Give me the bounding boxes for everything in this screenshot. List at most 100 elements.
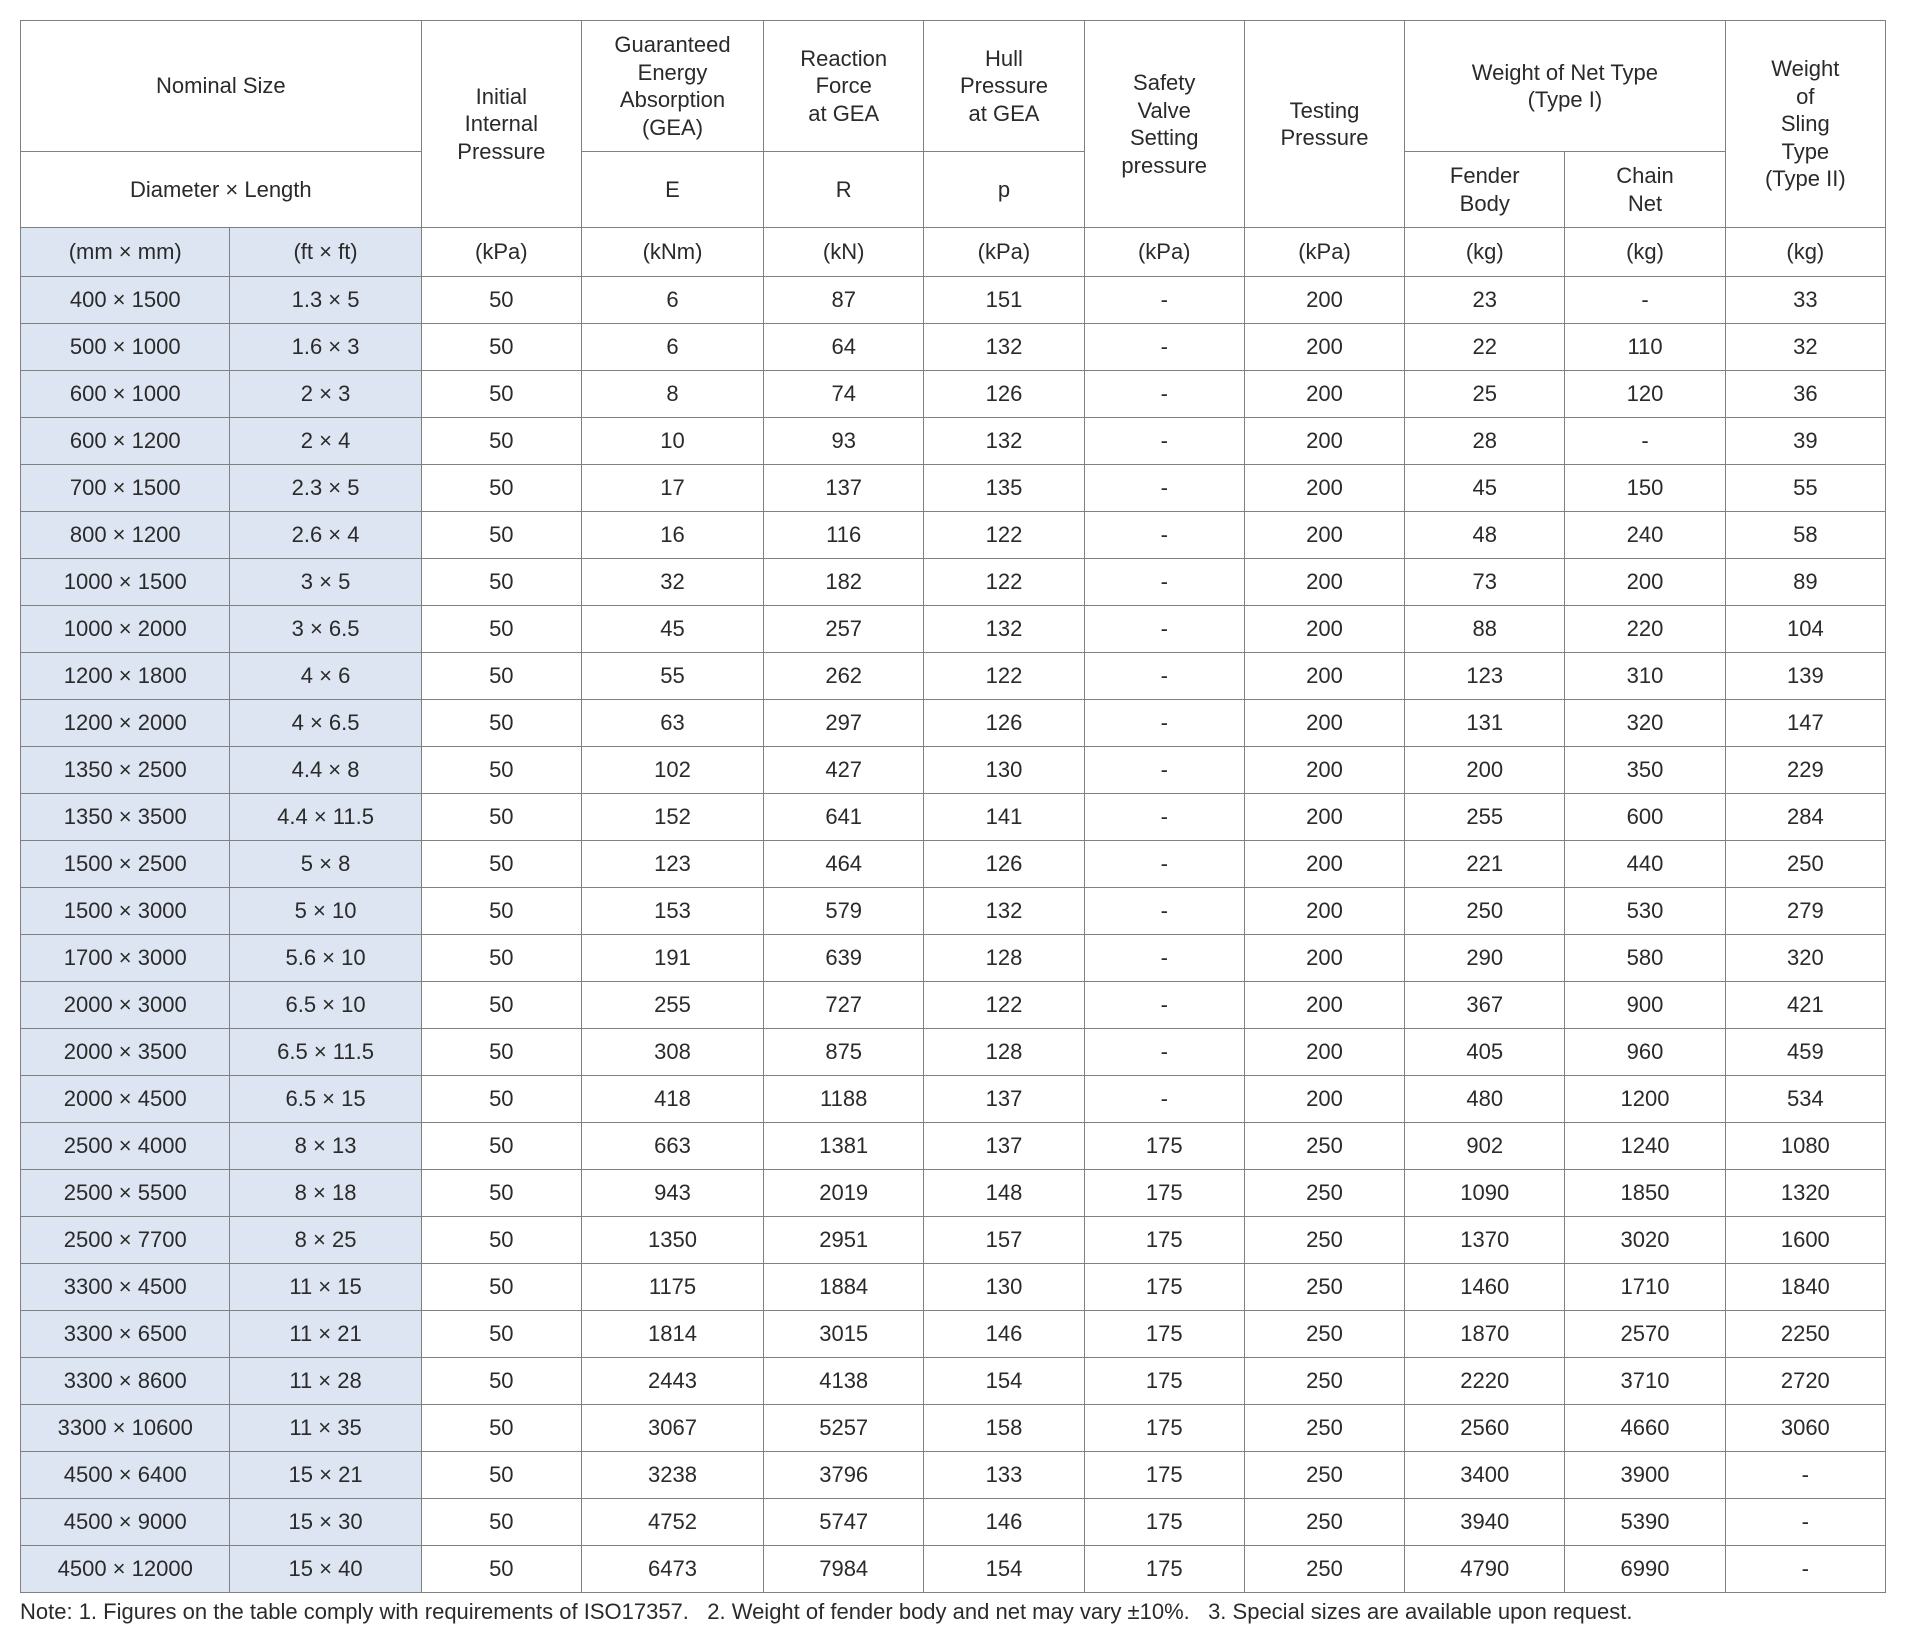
cell-iip: 50	[421, 370, 581, 417]
h-iip: InitialInternalPressure	[421, 21, 581, 228]
header-row-2: Diameter × Length E R p FenderBody Chain…	[21, 152, 1886, 228]
cell-tp: 200	[1244, 1028, 1404, 1075]
cell-tp: 200	[1244, 793, 1404, 840]
cell-sl: 2720	[1725, 1357, 1885, 1404]
table-row: 2000 × 45006.5 × 15504181188137-20048012…	[21, 1075, 1886, 1122]
cell-r: 875	[764, 1028, 924, 1075]
cell-fb: 22	[1405, 323, 1565, 370]
cell-sv: -	[1084, 699, 1244, 746]
cell-r: 2019	[764, 1169, 924, 1216]
table-row: 3300 × 1060011 × 35503067525715817525025…	[21, 1404, 1886, 1451]
cell-sv: -	[1084, 511, 1244, 558]
cell-p: 130	[924, 746, 1084, 793]
cell-ft: 2 × 3	[230, 370, 421, 417]
cell-e: 1814	[581, 1310, 763, 1357]
cell-r: 116	[764, 511, 924, 558]
table-row: 1350 × 25004.4 × 850102427130-2002003502…	[21, 746, 1886, 793]
cell-p: 122	[924, 511, 1084, 558]
u-p: (kPa)	[924, 228, 1084, 277]
cell-mm: 2500 × 5500	[21, 1169, 230, 1216]
cell-cn: 960	[1565, 1028, 1725, 1075]
cell-p: 135	[924, 464, 1084, 511]
cell-p: 128	[924, 934, 1084, 981]
cell-mm: 3300 × 8600	[21, 1357, 230, 1404]
cell-e: 663	[581, 1122, 763, 1169]
cell-mm: 3300 × 10600	[21, 1404, 230, 1451]
cell-e: 153	[581, 887, 763, 934]
cell-mm: 1200 × 1800	[21, 652, 230, 699]
cell-mm: 4500 × 12000	[21, 1545, 230, 1592]
cell-tp: 250	[1244, 1545, 1404, 1592]
cell-e: 16	[581, 511, 763, 558]
cell-mm: 800 × 1200	[21, 511, 230, 558]
h-sub-r: R	[764, 152, 924, 228]
cell-mm: 2500 × 4000	[21, 1122, 230, 1169]
cell-r: 5257	[764, 1404, 924, 1451]
cell-r: 64	[764, 323, 924, 370]
cell-iip: 50	[421, 840, 581, 887]
cell-ft: 11 × 35	[230, 1404, 421, 1451]
cell-fb: 28	[1405, 417, 1565, 464]
cell-p: 137	[924, 1122, 1084, 1169]
cell-fb: 480	[1405, 1075, 1565, 1122]
cell-e: 10	[581, 417, 763, 464]
table-row: 4500 × 900015 × 305047525747146175250394…	[21, 1498, 1886, 1545]
h-diameter-length: Diameter × Length	[21, 152, 422, 228]
cell-p: 154	[924, 1357, 1084, 1404]
cell-fb: 1370	[1405, 1216, 1565, 1263]
cell-sv: -	[1084, 558, 1244, 605]
cell-e: 32	[581, 558, 763, 605]
cell-r: 3796	[764, 1451, 924, 1498]
cell-cn: 3020	[1565, 1216, 1725, 1263]
cell-mm: 600 × 1000	[21, 370, 230, 417]
cell-p: 122	[924, 981, 1084, 1028]
cell-r: 641	[764, 793, 924, 840]
cell-tp: 250	[1244, 1357, 1404, 1404]
cell-sl: 320	[1725, 934, 1885, 981]
cell-r: 74	[764, 370, 924, 417]
cell-ft: 11 × 15	[230, 1263, 421, 1310]
h-sub-p: p	[924, 152, 1084, 228]
cell-p: 151	[924, 276, 1084, 323]
cell-cn: 900	[1565, 981, 1725, 1028]
cell-sv: 175	[1084, 1263, 1244, 1310]
cell-fb: 2560	[1405, 1404, 1565, 1451]
table-row: 2500 × 40008 × 1350663138113717525090212…	[21, 1122, 1886, 1169]
cell-fb: 3400	[1405, 1451, 1565, 1498]
cell-fb: 88	[1405, 605, 1565, 652]
table-row: 3300 × 650011 × 215018143015146175250187…	[21, 1310, 1886, 1357]
cell-cn: 2570	[1565, 1310, 1725, 1357]
cell-cn: 350	[1565, 746, 1725, 793]
cell-tp: 250	[1244, 1263, 1404, 1310]
cell-fb: 221	[1405, 840, 1565, 887]
cell-ft: 15 × 40	[230, 1545, 421, 1592]
table-row: 600 × 12002 × 4501093132-20028-39	[21, 417, 1886, 464]
h-sub-e: E	[581, 152, 763, 228]
cell-r: 5747	[764, 1498, 924, 1545]
u-sv: (kPa)	[1084, 228, 1244, 277]
cell-sl: 55	[1725, 464, 1885, 511]
h-weight-sling: WeightofSlingType(Type II)	[1725, 21, 1885, 228]
cell-iip: 50	[421, 511, 581, 558]
cell-r: 2951	[764, 1216, 924, 1263]
cell-ft: 4.4 × 8	[230, 746, 421, 793]
cell-mm: 1000 × 2000	[21, 605, 230, 652]
cell-e: 6473	[581, 1545, 763, 1592]
cell-mm: 2500 × 7700	[21, 1216, 230, 1263]
cell-p: 146	[924, 1310, 1084, 1357]
cell-ft: 8 × 18	[230, 1169, 421, 1216]
cell-tp: 200	[1244, 511, 1404, 558]
cell-fb: 4790	[1405, 1545, 1565, 1592]
cell-r: 1188	[764, 1075, 924, 1122]
cell-ft: 1.6 × 3	[230, 323, 421, 370]
cell-r: 262	[764, 652, 924, 699]
cell-e: 1175	[581, 1263, 763, 1310]
cell-iip: 50	[421, 699, 581, 746]
cell-sl: 32	[1725, 323, 1885, 370]
cell-mm: 3300 × 6500	[21, 1310, 230, 1357]
cell-tp: 200	[1244, 323, 1404, 370]
cell-ft: 15 × 21	[230, 1451, 421, 1498]
cell-e: 45	[581, 605, 763, 652]
table-row: 1500 × 30005 × 1050153579132-20025053027…	[21, 887, 1886, 934]
cell-tp: 250	[1244, 1122, 1404, 1169]
